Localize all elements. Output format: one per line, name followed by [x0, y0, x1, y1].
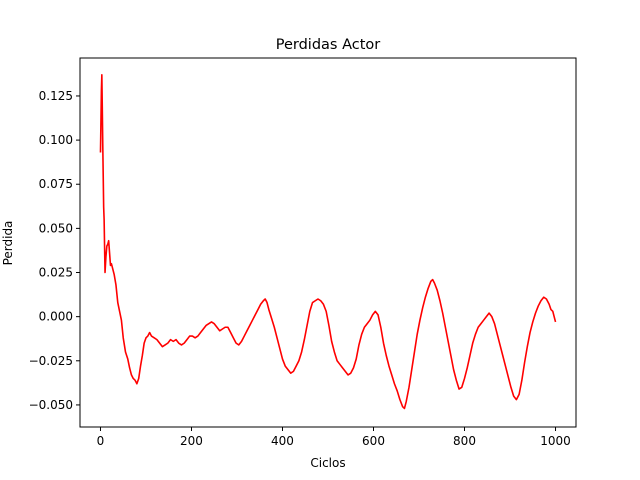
x-tick-label: 600: [362, 434, 385, 448]
y-tick-label: 0.025: [39, 266, 73, 280]
y-tick-label: 0.000: [39, 310, 73, 324]
chart-title: Perdidas Actor: [276, 37, 381, 53]
series-line: [99, 73, 557, 410]
x-tick-label: 400: [271, 434, 294, 448]
y-tick-label: −0.025: [29, 354, 73, 368]
x-tick-label: 800: [453, 434, 476, 448]
y-axis-ticks: −0.050 −0.025 0.000 0.025 0.050 0.075 0.100 0.1…: [29, 89, 80, 412]
x-tick-label: 1000: [540, 434, 571, 448]
x-axis-ticks: 0 200 400 600 800 1000: [97, 427, 571, 448]
y-tick-label: 0.075: [39, 177, 73, 191]
x-axis-label: Ciclos: [310, 456, 345, 470]
x-tick-label: 0: [97, 434, 105, 448]
x-tick-label: 200: [180, 434, 203, 448]
series-group: [99, 73, 557, 410]
y-tick-label: 0.050: [39, 221, 73, 235]
y-axis-label: Perdida: [1, 221, 15, 266]
y-tick-label: −0.050: [29, 398, 73, 412]
y-tick-label: 0.100: [39, 133, 73, 147]
y-tick-label: 0.125: [39, 89, 73, 103]
plot-frame: [79, 57, 577, 428]
